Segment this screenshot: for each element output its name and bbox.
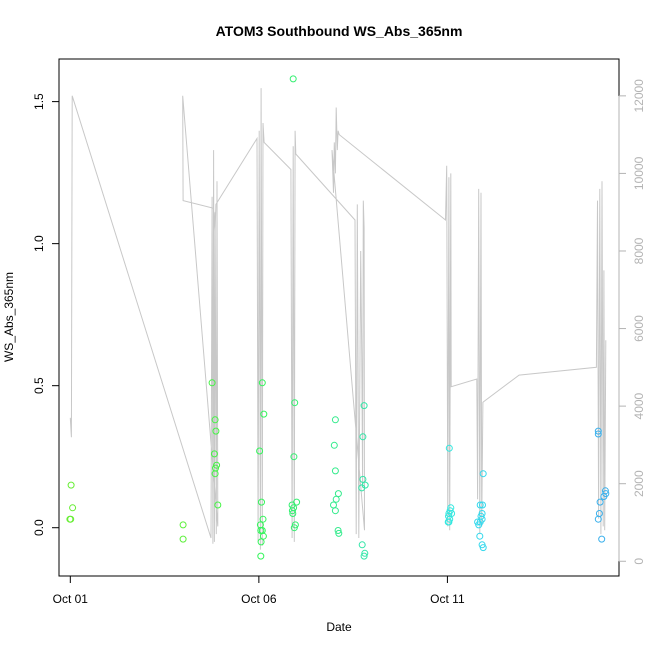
data-point [256, 447, 264, 455]
data-point [332, 495, 340, 503]
data-point [479, 501, 486, 509]
data-point [358, 484, 366, 492]
y-right-tick-label: 6000 [632, 315, 646, 342]
data-point [475, 521, 483, 529]
data-point [257, 552, 265, 560]
data-point [331, 507, 339, 515]
y-right-tick-label: 10000 [632, 156, 646, 190]
data-point [208, 379, 216, 387]
y-right-tick-label: 8000 [632, 237, 646, 264]
data-point [360, 552, 368, 560]
data-point [289, 510, 297, 517]
data-point [330, 441, 338, 449]
data-point [257, 538, 265, 546]
y-right-tick-label: 2000 [632, 470, 646, 497]
data-point [288, 507, 296, 515]
data-point [331, 416, 339, 424]
data-point [179, 521, 187, 529]
data-point [69, 504, 77, 512]
data-point [479, 544, 487, 552]
data-point [258, 498, 265, 506]
x-tick-label: Oct 11 [430, 592, 465, 606]
data-point [293, 498, 301, 506]
y-tick-label: 0.5 [32, 377, 46, 394]
y-axis-label: WS_Abs_365nm [2, 272, 16, 362]
data-point [179, 535, 187, 543]
data-point [445, 444, 453, 452]
data-point [444, 518, 452, 526]
data-point [595, 510, 603, 517]
y-axis: 0.0 0.5 1.0 1.5 [32, 93, 60, 536]
secondary-series-line [69, 88, 607, 550]
data-point [334, 527, 342, 534]
data-point [259, 532, 267, 540]
data-point [291, 399, 299, 407]
data-point [476, 501, 484, 509]
data-point [260, 410, 268, 418]
y-tick-label: 0.0 [32, 519, 46, 536]
secondary-line-layer [69, 88, 607, 550]
data-point [67, 481, 75, 489]
data-point [290, 524, 298, 532]
y-tick-label: 1.5 [32, 93, 46, 110]
x-axis: Oct 01 Oct 06 Oct 11 [53, 575, 465, 606]
data-point [330, 501, 337, 509]
y-right-tick-label: 12000 [632, 79, 646, 113]
x-tick-label: Oct 01 [53, 592, 89, 606]
data-point [598, 535, 606, 543]
data-point [360, 402, 368, 410]
data-point [67, 515, 75, 523]
y-right-tick-label: 4000 [632, 392, 646, 419]
y-tick-label: 1.0 [32, 235, 46, 252]
data-point [359, 433, 367, 441]
data-point [335, 529, 343, 537]
x-axis-label: Date [326, 620, 352, 634]
data-point [476, 532, 484, 540]
data-point [212, 427, 220, 435]
data-point [214, 501, 222, 509]
data-point [289, 75, 297, 83]
data-point [211, 416, 219, 424]
data-point [210, 450, 218, 458]
data-point [290, 453, 298, 461]
data-point [594, 430, 602, 438]
data-point [258, 379, 266, 387]
data-point [361, 549, 369, 557]
data-point [594, 515, 602, 523]
data-point [359, 475, 367, 483]
data-point [331, 467, 339, 475]
data-point [594, 427, 602, 435]
data-point [479, 470, 487, 478]
data-point [211, 470, 219, 478]
data-point [600, 493, 608, 500]
chart-title: ATOM3 Southbound WS_Abs_365nm [216, 23, 463, 39]
y-right-axis: 0 2000 4000 6000 8000 10000 12000 [618, 79, 646, 565]
data-point [358, 541, 366, 549]
data-point [334, 490, 342, 498]
x-tick-label: Oct 06 [241, 592, 277, 606]
y-right-tick-label: 0 [632, 558, 646, 565]
points-layer [66, 75, 610, 560]
data-point [596, 498, 604, 506]
data-point [259, 515, 267, 523]
